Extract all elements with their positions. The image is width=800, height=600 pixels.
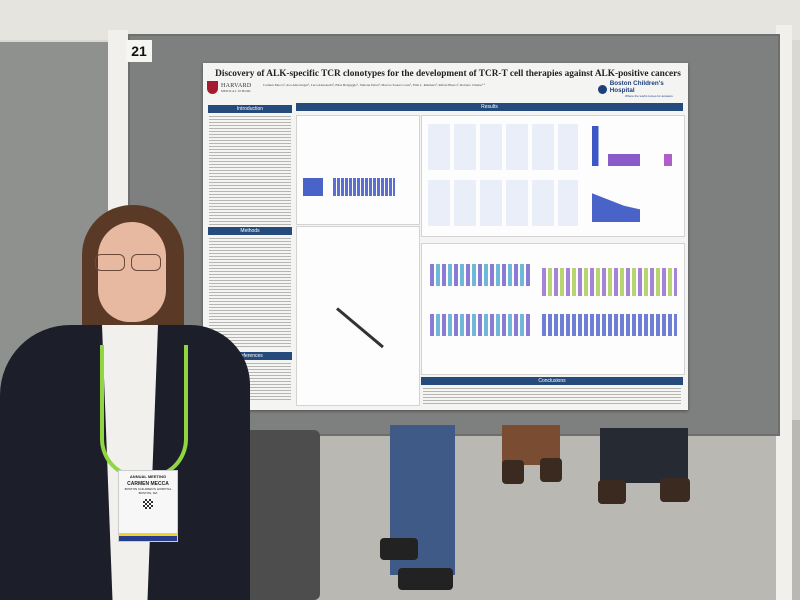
badge-stripe — [119, 533, 177, 541]
harvard-sub: MEDICAL SCHOOL — [221, 88, 252, 93]
board-number: 21 — [126, 40, 152, 62]
visitor-shoe — [660, 478, 690, 502]
figure-4-bars-b — [542, 268, 677, 296]
visitor-shoe — [598, 480, 626, 504]
bch-text: Boston Children's Hospital — [609, 80, 664, 94]
figure-3 — [296, 226, 420, 406]
poster: Discovery of ALK-specific TCR clonotypes… — [203, 63, 688, 410]
harvard-logo: HARVARD MEDICAL SCHOOL — [207, 81, 252, 94]
harvard-text: HARVARD — [221, 82, 252, 89]
back-wall — [0, 0, 800, 40]
bch-icon — [598, 84, 607, 94]
figure-3-scatter — [336, 307, 384, 349]
visitor-shoe — [398, 568, 453, 590]
section-introduction: Introduction — [208, 105, 292, 113]
figure-1-bars-a — [303, 178, 323, 196]
harvard-shield-icon — [207, 81, 218, 94]
badge-name: CARMEN MECCA — [127, 481, 169, 487]
visitor-trousers — [600, 428, 688, 483]
visitor-shoe — [380, 538, 418, 560]
bch-tagline: Where the world comes for answers — [624, 94, 673, 98]
figure-4 — [421, 243, 685, 375]
qr-code-icon — [143, 499, 153, 509]
figure-1-bars-b — [333, 178, 395, 196]
glasses-icon — [95, 254, 165, 272]
badge-event: ANNUAL MEETING — [129, 474, 167, 479]
figure-1 — [296, 115, 420, 225]
visitor-shoe — [502, 460, 524, 484]
section-conclusions: Conclusions — [421, 377, 683, 385]
figure-4-bars-a — [430, 264, 530, 286]
poster-authors: Carmen Mecca¹, Ava Amorrtegui¹, Luca Ale… — [263, 83, 486, 87]
figure-2-flow-plots-top — [428, 124, 578, 170]
figure-4-bars-c — [430, 314, 530, 336]
presenter-face — [98, 222, 166, 322]
figure-2-histogram-top — [592, 126, 672, 166]
figure-2-flow-plots-bottom — [428, 180, 578, 226]
section-references: References — [208, 352, 292, 360]
visitor-shoe — [540, 458, 562, 482]
figure-2-histogram-bottom — [592, 193, 640, 222]
figure-2 — [421, 115, 685, 237]
section-results: Results — [296, 103, 683, 111]
board-frame-right — [776, 25, 792, 600]
bch-logo: Boston Children's Hospital Where the wor… — [598, 80, 688, 98]
methods-text — [209, 237, 291, 349]
badge-location: BOSTON, MA — [138, 491, 158, 495]
introduction-text — [209, 115, 291, 225]
badge-affiliation: BOSTON CHILDREN'S HOSPITAL — [124, 487, 172, 491]
section-methods: Methods — [208, 227, 292, 235]
lanyard — [100, 345, 188, 479]
conclusions-text — [423, 387, 681, 405]
poster-title: Discovery of ALK-specific TCR clonotypes… — [215, 69, 681, 79]
name-badge: ANNUAL MEETING CARMEN MECCA BOSTON CHILD… — [118, 470, 178, 542]
figure-4-bars-d — [542, 314, 677, 336]
